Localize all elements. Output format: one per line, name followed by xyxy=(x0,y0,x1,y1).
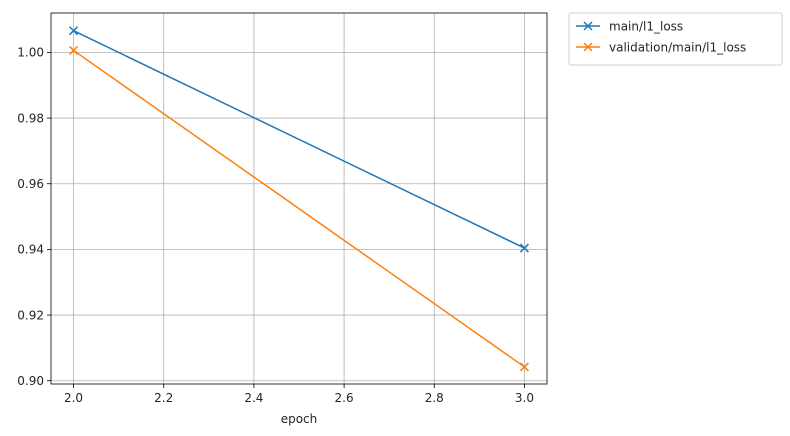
x-tick-label: 2.8 xyxy=(425,391,444,405)
x-tick-label: 3.0 xyxy=(515,391,534,405)
legend-marker xyxy=(583,42,593,52)
series-layer xyxy=(69,26,529,372)
plot-frame xyxy=(50,12,548,385)
x-tick-label: 2.2 xyxy=(154,391,173,405)
y-tick-label: 0.92 xyxy=(17,308,44,322)
data-point xyxy=(69,26,79,36)
x-axis-label: epoch xyxy=(281,412,318,426)
legend-item: main/l1_loss xyxy=(576,19,683,33)
y-tick-label: 1.00 xyxy=(17,46,44,60)
series-line xyxy=(73,30,525,249)
data-point xyxy=(519,243,529,253)
legend-item: validation/main/l1_loss xyxy=(576,40,746,54)
y-tick-label: 0.96 xyxy=(17,177,44,191)
y-tick-label: 0.94 xyxy=(17,243,44,257)
legend: main/l1_loss validation/main/l1_loss xyxy=(568,12,783,66)
y-tick-label: 0.90 xyxy=(17,374,44,388)
grid xyxy=(51,13,547,384)
x-tick-label: 2.0 xyxy=(64,391,83,405)
legend-frame xyxy=(568,12,783,66)
series-0 xyxy=(69,26,529,253)
series-1 xyxy=(69,45,529,372)
x-axis-ticks: 2.0 2.2 2.4 2.6 2.8 3.0 xyxy=(64,384,534,405)
x-tick-label: 2.4 xyxy=(244,391,263,405)
data-point xyxy=(69,45,79,55)
series-line xyxy=(73,49,525,368)
legend-marker xyxy=(583,21,593,31)
legend-label: main/l1_loss xyxy=(609,19,683,33)
y-axis-ticks: 0.90 0.92 0.94 0.96 0.98 1.00 xyxy=(17,46,51,388)
y-tick-label: 0.98 xyxy=(17,111,44,125)
legend-label: validation/main/l1_loss xyxy=(609,40,746,54)
x-tick-label: 2.6 xyxy=(335,391,354,405)
data-point xyxy=(519,362,529,372)
